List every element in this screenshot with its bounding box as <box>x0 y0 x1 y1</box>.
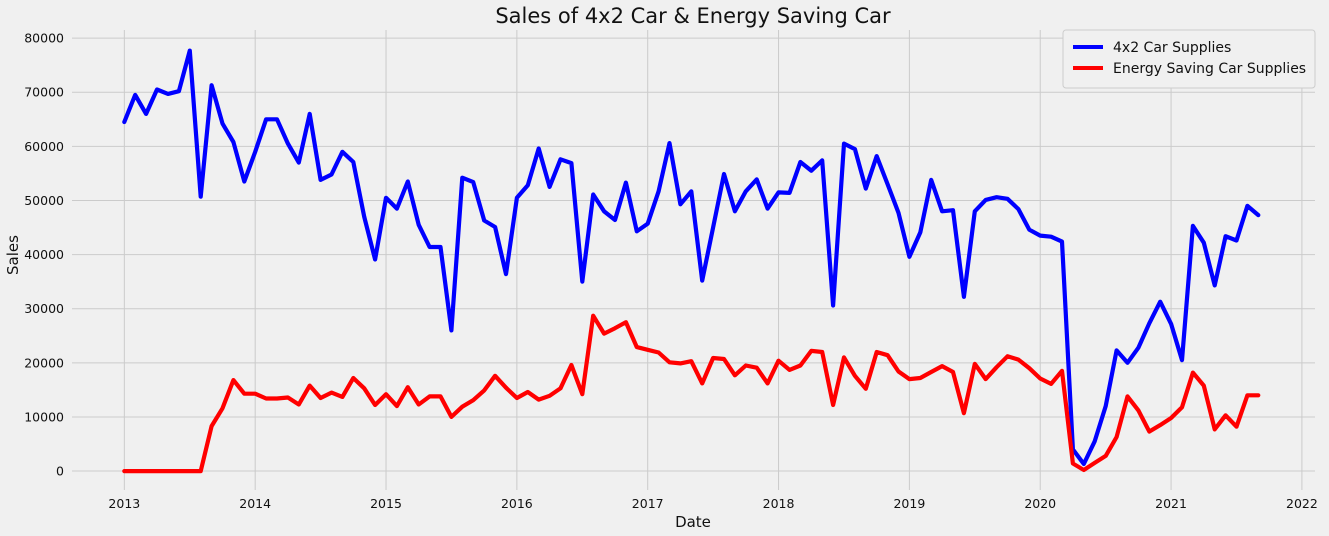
x-tick-label: 2016 <box>501 496 533 511</box>
series-lines <box>122 48 1261 474</box>
chart-title: Sales of 4x2 Car & Energy Saving Car <box>495 4 891 28</box>
x-tick-label: 2018 <box>763 496 795 511</box>
x-tick-label: 2015 <box>370 496 402 511</box>
x-axis-label: Date <box>675 513 711 531</box>
x-tick-labels: 2013 2014 2015 2016 2017 2018 2019 2020 2021 2022 <box>108 496 1317 511</box>
y-tick-label: 80000 <box>24 31 64 46</box>
y-tick-label: 40000 <box>24 247 64 262</box>
y-tick-label: 0 <box>56 464 64 479</box>
x-tick-label: 2014 <box>239 496 271 511</box>
y-tick-label: 70000 <box>24 85 64 100</box>
y-tick-label: 50000 <box>24 193 64 208</box>
x-tick-label: 2017 <box>632 496 664 511</box>
y-tick-label: 30000 <box>24 301 64 316</box>
legend-label-energy-saving: Energy Saving Car Supplies <box>1113 61 1306 77</box>
legend: 4x2 Car Supplies Energy Saving Car Suppl… <box>1062 29 1316 89</box>
legend-box <box>1062 29 1316 89</box>
series-line-1 <box>122 313 1261 474</box>
legend-label-4x2: 4x2 Car Supplies <box>1113 40 1231 56</box>
x-tick-label: 2019 <box>893 496 925 511</box>
x-tick-label: 2013 <box>108 496 140 511</box>
y-tick-label: 10000 <box>24 409 64 424</box>
x-tick-label: 2020 <box>1024 496 1056 511</box>
grid <box>72 30 1315 490</box>
y-tick-label: 20000 <box>24 355 64 370</box>
y-tick-label: 60000 <box>24 139 64 154</box>
series-line-0 <box>122 48 1261 467</box>
x-tick-label: 2022 <box>1286 496 1318 511</box>
y-axis-label: Sales <box>4 235 22 275</box>
x-tick-label: 2021 <box>1155 496 1187 511</box>
y-tick-labels: 0 10000 20000 30000 40000 50000 60000 70000 8000… <box>24 31 64 479</box>
